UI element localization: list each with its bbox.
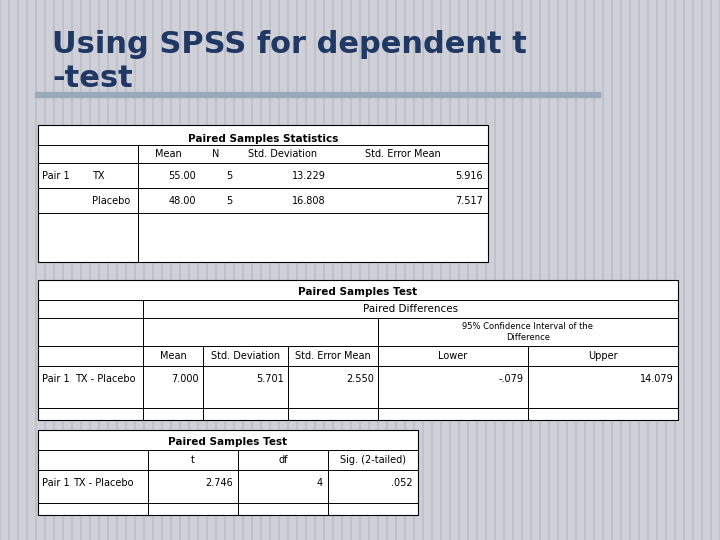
Text: Std. Error Mean: Std. Error Mean bbox=[365, 149, 441, 159]
Text: 5: 5 bbox=[226, 171, 232, 181]
FancyBboxPatch shape bbox=[38, 125, 488, 262]
Text: .052: .052 bbox=[392, 478, 413, 488]
Text: 13.229: 13.229 bbox=[292, 171, 326, 181]
Text: Pair 1: Pair 1 bbox=[42, 171, 70, 181]
Text: t: t bbox=[191, 455, 195, 465]
Text: 7.517: 7.517 bbox=[455, 196, 483, 206]
FancyBboxPatch shape bbox=[38, 280, 678, 420]
Text: Paired Samples Statistics: Paired Samples Statistics bbox=[188, 134, 338, 144]
Text: Paired Differences: Paired Differences bbox=[363, 304, 458, 314]
Text: Sig. (2-tailed): Sig. (2-tailed) bbox=[340, 455, 406, 465]
Text: 48.00: 48.00 bbox=[168, 196, 196, 206]
Text: Mean: Mean bbox=[155, 149, 181, 159]
Text: Placebo: Placebo bbox=[92, 196, 130, 206]
Text: Std. Deviation: Std. Deviation bbox=[248, 149, 318, 159]
Text: TX - Placebo: TX - Placebo bbox=[73, 478, 133, 488]
Text: 7.000: 7.000 bbox=[171, 374, 199, 384]
Text: Pair 1: Pair 1 bbox=[42, 478, 70, 488]
Text: Mean: Mean bbox=[160, 351, 186, 361]
Text: 5.916: 5.916 bbox=[455, 171, 483, 181]
Text: df: df bbox=[278, 455, 288, 465]
Text: Pair 1: Pair 1 bbox=[42, 374, 70, 384]
Text: Std. Deviation: Std. Deviation bbox=[211, 351, 280, 361]
Text: TX - Placebo: TX - Placebo bbox=[76, 374, 136, 384]
Text: 95% Confidence Interval of the
Difference: 95% Confidence Interval of the Differenc… bbox=[462, 322, 593, 342]
Text: 4: 4 bbox=[317, 478, 323, 488]
Text: 55.00: 55.00 bbox=[168, 171, 196, 181]
Text: 16.808: 16.808 bbox=[292, 196, 326, 206]
Text: TX: TX bbox=[92, 171, 104, 181]
Text: 2.550: 2.550 bbox=[346, 374, 374, 384]
Text: Lower: Lower bbox=[438, 351, 467, 361]
Text: Std. Error Mean: Std. Error Mean bbox=[295, 351, 371, 361]
Text: -test: -test bbox=[52, 64, 132, 93]
Text: -.079: -.079 bbox=[499, 374, 524, 384]
Text: Paired Samples Test: Paired Samples Test bbox=[298, 287, 418, 297]
Text: 5: 5 bbox=[226, 196, 232, 206]
FancyBboxPatch shape bbox=[38, 430, 418, 515]
Text: 14.079: 14.079 bbox=[640, 374, 674, 384]
Text: Using SPSS for dependent t: Using SPSS for dependent t bbox=[52, 30, 527, 59]
Text: 5.701: 5.701 bbox=[256, 374, 284, 384]
Text: 2.746: 2.746 bbox=[205, 478, 233, 488]
Text: Paired Samples Test: Paired Samples Test bbox=[168, 437, 287, 447]
Text: Upper: Upper bbox=[588, 351, 618, 361]
Text: N: N bbox=[212, 149, 220, 159]
